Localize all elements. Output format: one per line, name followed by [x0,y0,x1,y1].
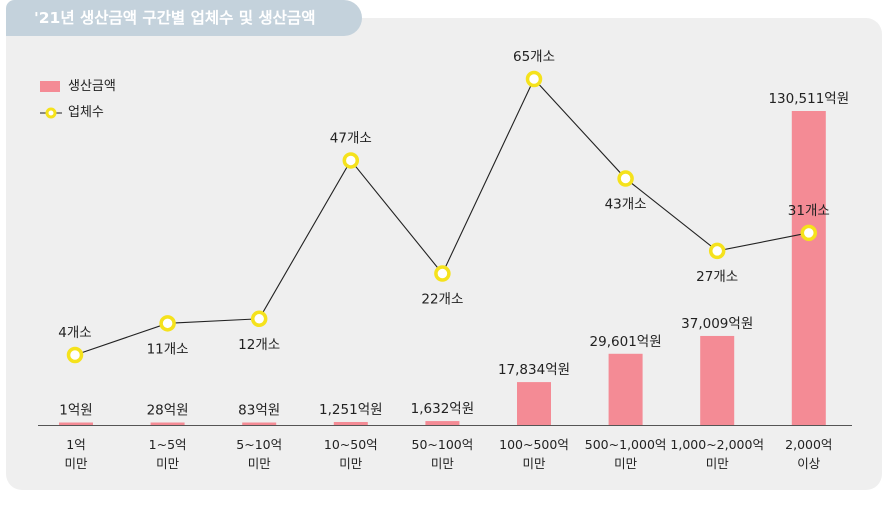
category-label: 1억 [66,437,85,452]
category-label: 미만 [706,456,730,471]
category-label: 100~500억 [499,437,569,452]
bar-value-label: 37,009억원 [681,316,753,332]
line-point [525,70,543,88]
category-label: 이상 [797,456,821,471]
line-value-label: 27개소 [696,269,738,285]
bar [517,382,551,425]
bar-value-label: 1,251억원 [319,402,383,418]
bar-value-label: 1억원 [59,403,92,419]
category-label: 5~10억 [236,437,282,452]
bar [150,422,185,425]
line-series [74,78,809,356]
line-point [434,265,451,282]
legend-line-swatch [40,107,62,118]
line-point [708,242,726,260]
bar-value-label: 83억원 [238,403,280,419]
line-value-label: 12개소 [238,337,280,353]
line-value-label: 65개소 [513,49,555,65]
category-label: 미만 [431,456,455,471]
legend-line-label: 업체수 [68,105,104,120]
bar [608,353,643,425]
line-value-label: 47개소 [330,130,372,146]
bar [59,422,93,425]
chart-panel [6,18,882,490]
legend-bar-label: 생산금액 [68,79,116,94]
line-point [159,315,176,332]
legend-bar-swatch [40,81,60,92]
line-point [250,310,268,328]
category-label: 미만 [156,456,180,471]
legend-item-line: 업체수 [40,104,104,122]
bar [425,421,460,425]
category-label: 미만 [522,456,546,471]
bar [242,422,277,425]
category-label: 1~5억 [149,437,187,452]
chart-title: '21년 생산금액 구간별 업체수 및 생산금액 [6,0,362,36]
line-value-label: 31개소 [788,203,830,219]
category-label: 미만 [248,456,272,471]
bar [333,421,368,425]
category-label: 미만 [64,456,88,471]
line-point [617,170,634,187]
bar [700,335,735,425]
category-label: 미만 [614,456,638,471]
bar [791,111,826,425]
category-label: 10~50억 [324,437,378,452]
category-label: 50~100억 [412,437,474,452]
line-value-label: 4개소 [58,325,91,341]
bar-value-label: 28억원 [147,403,189,419]
line-value-label: 22개소 [421,292,463,308]
category-label: 1,000~2,000억 [670,437,764,452]
line-point [342,152,360,169]
line-point [800,224,818,242]
bar-value-label: 1,632억원 [411,401,475,417]
line-value-label: 43개소 [605,197,647,213]
category-label: 2,000억 [785,437,832,452]
category-label: 500~1,000억 [585,437,667,452]
bar-value-label: 29,601억원 [590,334,662,350]
line-value-label: 11개소 [147,341,189,357]
bar-value-label: 17,834억원 [498,362,570,378]
legend-item-bar: 생산금액 [40,78,116,96]
line-point [66,346,84,364]
bar-value-label: 130,511억원 [768,91,849,107]
category-label: 미만 [339,456,363,471]
